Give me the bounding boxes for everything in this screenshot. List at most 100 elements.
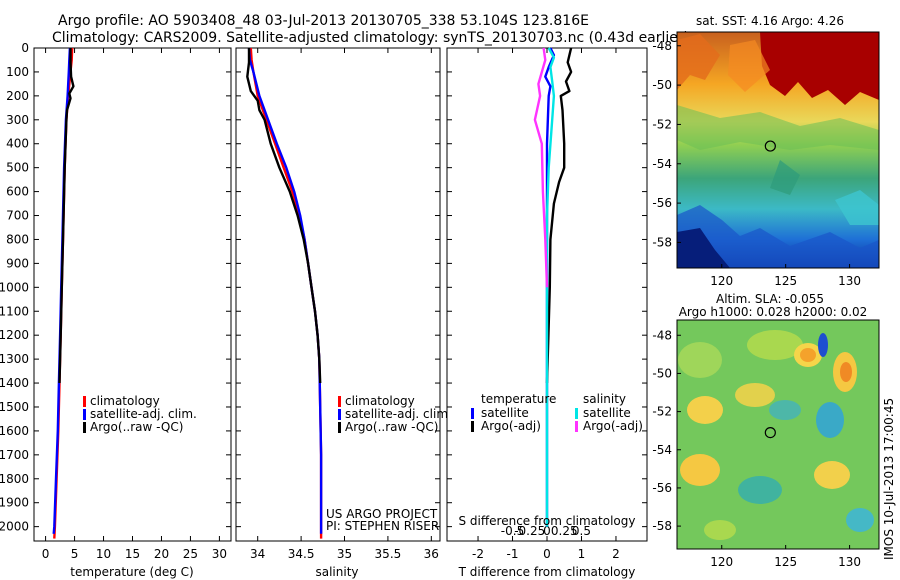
side-timestamp: IMOS 10-Jul-2013 17:00:45: [882, 398, 896, 560]
series-line-salinity-satellite: [545, 47, 556, 527]
y-tick-label: 1400: [0, 376, 29, 390]
series-line-argo-raw-qc-: [58, 48, 75, 384]
map-y-tick-label: -52: [652, 405, 672, 419]
x-tick-label: 36: [424, 547, 439, 561]
series-line-temperature-argo-adj-: [545, 47, 573, 384]
y-tick-label: 400: [6, 137, 29, 151]
top-tick-label: -0.5: [501, 524, 524, 538]
header-line-2: Climatology: CARS2009. Satellite-adjuste…: [52, 30, 689, 46]
y-tick-label: 900: [6, 256, 29, 270]
difference-legend: temperature salinity satellite Argo(-adj…: [471, 392, 643, 433]
sst-map-title: sat. SST: 4.16 Argo: 4.26: [696, 14, 844, 28]
salinity-panel: 34 34.5 35 35.5 36 salinity climatology sate…: [235, 47, 452, 579]
map-x-tick-label: 120: [710, 274, 733, 288]
x-tick-label: 35: [337, 547, 352, 561]
map-x-tick-label: 125: [774, 274, 797, 288]
y-tick-label: 2000: [0, 520, 29, 534]
y-tick-label: 1900: [0, 496, 29, 510]
sla-map: Altim. SLA: -0.055 Argo h1000: 0.028 h20…: [652, 292, 880, 569]
legend-label-s-argo: Argo(-adj): [583, 419, 643, 433]
y-tick-label: 1700: [0, 448, 29, 462]
top-tick-label: 0: [543, 524, 551, 538]
salinity-legend: climatology satellite-adj. clim. Argo(..…: [338, 394, 452, 434]
legend-title-temperature: temperature: [481, 392, 556, 406]
legend-label-climatology: climatology: [90, 394, 160, 408]
project-label: US ARGO PROJECT: [326, 507, 438, 521]
legend-swatch-t-argo: [471, 421, 474, 432]
map-y-tick-label: -56: [652, 196, 672, 210]
y-tick-label: 1300: [0, 352, 29, 366]
legend-label-satellite: satellite-adj. clim.: [90, 407, 197, 421]
y-tick-label: 1100: [0, 304, 29, 318]
x-tick-label: 20: [154, 547, 169, 561]
y-tick-label: 600: [6, 185, 29, 199]
legend-swatch-climatology: [83, 396, 86, 407]
x-tick-label: 15: [125, 547, 140, 561]
argo-float-marker: [764, 140, 776, 152]
y-tick-label: 800: [6, 232, 29, 246]
map-y-tick-label: -48: [652, 39, 672, 53]
y-tick-label: 1500: [0, 400, 29, 414]
sla-map-image: [677, 320, 879, 549]
sla-map-title-2: Argo h1000: 0.028 h2000: 0.02: [679, 305, 868, 319]
legend-label-s-satellite: satellite: [583, 406, 631, 420]
x-tick-label: 0: [42, 547, 50, 561]
legend-label-argo: Argo(..raw -QC): [345, 420, 438, 434]
series-line-argo-raw-qc-: [246, 48, 322, 384]
top-tick-label: -0.25: [514, 524, 545, 538]
x-tick-label: 34.5: [288, 547, 315, 561]
legend-swatch-satellite: [83, 409, 86, 420]
legend-label-satellite: satellite-adj. clim.: [345, 407, 452, 421]
y-tick-label: 300: [6, 113, 29, 127]
x-tick-label: 30: [212, 547, 227, 561]
sla-map-title-1: Altim. SLA: -0.055: [716, 292, 824, 306]
y-tick-label: 700: [6, 209, 29, 223]
map-y-tick-label: -58: [652, 235, 672, 249]
legend-swatch-argo: [83, 422, 86, 433]
map-x-tick-label: 125: [774, 555, 797, 569]
map-y-tick-label: -48: [652, 328, 672, 342]
difference-xlabel: T difference from climatology: [458, 565, 636, 579]
temperature-panel: 0 5 10 15 20 25 300100200300400500600700800900…: [0, 41, 232, 579]
map-y-tick-label: -58: [652, 519, 672, 533]
top-tick-label: 0.5: [572, 524, 591, 538]
temperature-xlabel: temperature (deg C): [70, 565, 193, 579]
x-tick-label: 1: [578, 547, 586, 561]
x-tick-label: 0: [543, 547, 551, 561]
difference-top-label: S difference from climatology: [459, 514, 636, 528]
map-y-tick-label: -52: [652, 117, 672, 131]
argo-float-marker: [764, 426, 776, 439]
y-tick-label: 500: [6, 161, 29, 175]
legend-label-t-argo: Argo(-adj): [481, 419, 541, 433]
temperature-axes: [33, 47, 232, 542]
legend-title-salinity: salinity: [583, 392, 626, 406]
map-y-tick-label: -56: [652, 481, 672, 495]
map-y-tick-label: -50: [652, 78, 672, 92]
map-y-tick-label: -50: [652, 366, 672, 380]
sst-map-image: [677, 32, 879, 268]
y-tick-label: 1200: [0, 328, 29, 342]
legend-label-argo: Argo(..raw -QC): [90, 420, 183, 434]
x-tick-label: 35.5: [375, 547, 402, 561]
pi-label: PI: STEPHEN RISER: [326, 519, 439, 533]
y-tick-label: 0: [21, 41, 29, 55]
x-tick-label: 34: [250, 547, 265, 561]
x-tick-label: 2: [612, 547, 620, 561]
difference-panel: -2 -1 0 1 2-0.5-0.250 0.250.5 T difference fr…: [446, 47, 648, 579]
salinity-xlabel: salinity: [315, 565, 358, 579]
legend-label-climatology: climatology: [345, 394, 415, 408]
x-tick-label: 25: [183, 547, 198, 561]
x-tick-label: -2: [472, 547, 484, 561]
map-x-tick-label: 120: [710, 555, 733, 569]
top-tick-label: 0.25: [551, 524, 578, 538]
legend-swatch-s-argo: [575, 421, 578, 432]
legend-swatch-s-satellite: [575, 408, 578, 419]
map-x-tick-label: 130: [838, 274, 861, 288]
legend-swatch-climatology: [338, 396, 341, 407]
legend-swatch-satellite: [338, 409, 341, 420]
temperature-legend: climatology satellite-adj. clim. Argo(..…: [83, 394, 197, 434]
sst-map: sat. SST: 4.16 Argo: 4.26 120 125 130 -48 -5…: [652, 14, 880, 288]
header-line-1: Argo profile: AO 5903408_48 03-Jul-2013 …: [58, 13, 589, 29]
y-tick-label: 1600: [0, 424, 29, 438]
